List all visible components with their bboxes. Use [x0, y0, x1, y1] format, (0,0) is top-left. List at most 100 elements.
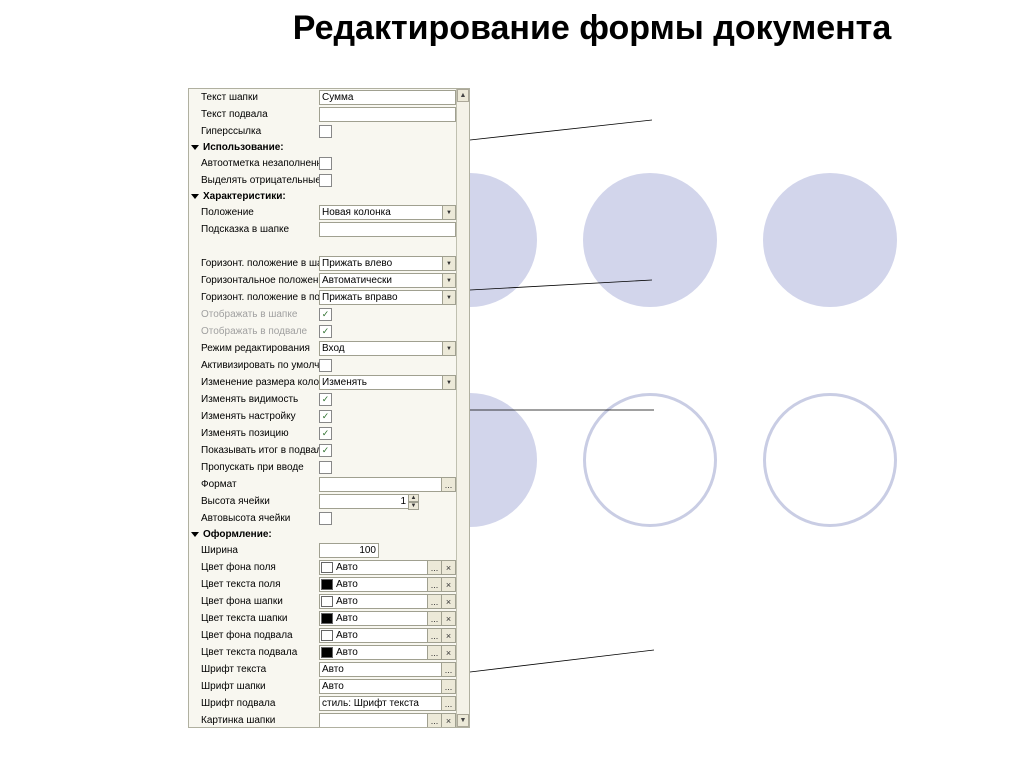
- checkbox[interactable]: [319, 512, 332, 525]
- ellipsis-button[interactable]: ...: [427, 560, 442, 575]
- ellipsis-button[interactable]: ...: [441, 662, 456, 677]
- control-cell: ✓: [319, 443, 456, 458]
- ellipsis-button[interactable]: ...: [427, 611, 442, 626]
- section-header[interactable]: Оформление:: [189, 527, 456, 542]
- color-field[interactable]: Авто: [319, 645, 428, 660]
- dropdown-value: Прижать влево: [320, 258, 442, 269]
- text-input[interactable]: [319, 222, 456, 237]
- text-input[interactable]: Сумма: [319, 90, 456, 105]
- property-row: Изменять позицию✓: [189, 425, 456, 442]
- control-cell: Прижать вправо▼: [319, 290, 456, 305]
- dropdown[interactable]: Прижать влево▼: [319, 256, 456, 271]
- checkbox[interactable]: [319, 125, 332, 138]
- number-input[interactable]: 100: [319, 543, 379, 558]
- chevron-down-icon[interactable]: ▼: [442, 274, 455, 287]
- checkbox[interactable]: ✓: [319, 393, 332, 406]
- checkbox[interactable]: [319, 461, 332, 474]
- property-row: Цвет фона поляАвто...×: [189, 559, 456, 576]
- spin-down-button[interactable]: ▼: [408, 502, 419, 510]
- property-row: Режим редактированияВход▼: [189, 340, 456, 357]
- property-row: Автоотметка незаполненного: [189, 155, 456, 172]
- color-field[interactable]: Авто: [319, 611, 428, 626]
- control-cell: ✓: [319, 392, 456, 407]
- property-row: Отображать в подвале✓: [189, 323, 456, 340]
- checkbox[interactable]: ✓: [319, 410, 332, 423]
- clear-button[interactable]: ×: [441, 577, 456, 592]
- clear-button[interactable]: ×: [441, 594, 456, 609]
- control-cell: ✓: [319, 324, 456, 339]
- ellipsis-button[interactable]: ...: [427, 713, 442, 728]
- scroll-down-button[interactable]: ▼: [457, 714, 469, 727]
- checkbox[interactable]: ✓: [319, 427, 332, 440]
- checkbox[interactable]: [319, 157, 332, 170]
- clear-button[interactable]: ×: [441, 560, 456, 575]
- chevron-down-icon[interactable]: ▼: [442, 206, 455, 219]
- ellipsis-button[interactable]: ...: [441, 696, 456, 711]
- clear-button[interactable]: ×: [441, 713, 456, 728]
- spin-up-button[interactable]: ▲: [408, 494, 419, 502]
- clear-button[interactable]: ×: [441, 611, 456, 626]
- property-row: Цвет фона подвалаАвто...×: [189, 627, 456, 644]
- scroll-track[interactable]: [457, 102, 469, 714]
- property-label: Шрифт подвала: [201, 698, 319, 709]
- color-value: Авто: [336, 562, 427, 573]
- ellipsis-button[interactable]: ...: [441, 679, 456, 694]
- ellipsis-button[interactable]: ...: [427, 628, 442, 643]
- number-input[interactable]: 1: [319, 494, 409, 509]
- dropdown[interactable]: Прижать вправо▼: [319, 290, 456, 305]
- color-field[interactable]: Авто: [319, 594, 428, 609]
- text-input[interactable]: [319, 107, 456, 122]
- decorative-circle: [583, 173, 717, 307]
- ellipsis-button[interactable]: ...: [441, 477, 456, 492]
- dropdown[interactable]: Автоматически▼: [319, 273, 456, 288]
- color-value: Авто: [336, 613, 427, 624]
- checkbox[interactable]: ✓: [319, 325, 332, 338]
- property-label: Положение: [201, 207, 319, 218]
- property-row: Цвет текста поляАвто...×: [189, 576, 456, 593]
- property-label: Горизонтальное положение: [201, 275, 319, 286]
- page-title: Редактирование формы документа: [200, 8, 984, 49]
- clear-button[interactable]: ×: [441, 645, 456, 660]
- section-header[interactable]: Характеристики:: [189, 189, 456, 204]
- property-label: Изменять настройку: [201, 411, 319, 422]
- chevron-down-icon[interactable]: ▼: [442, 376, 455, 389]
- control-cell: Авто...: [319, 662, 456, 677]
- dropdown[interactable]: Вход▼: [319, 341, 456, 356]
- checkbox[interactable]: ✓: [319, 308, 332, 321]
- color-field[interactable]: Авто: [319, 577, 428, 592]
- color-field[interactable]: Авто: [319, 560, 428, 575]
- property-label: Цвет текста шапки: [201, 613, 319, 624]
- text-input[interactable]: [319, 477, 442, 492]
- property-row: Подсказка в шапке: [189, 221, 456, 238]
- ellipsis-button[interactable]: ...: [427, 594, 442, 609]
- checkbox[interactable]: [319, 174, 332, 187]
- property-label: Отображать в шапке: [201, 309, 319, 320]
- text-input[interactable]: Авто: [319, 679, 442, 694]
- checkbox[interactable]: ✓: [319, 444, 332, 457]
- control-cell: Прижать влево▼: [319, 256, 456, 271]
- color-value: Авто: [336, 647, 427, 658]
- chevron-down-icon[interactable]: ▼: [442, 257, 455, 270]
- chevron-down-icon[interactable]: ▼: [442, 342, 455, 355]
- section-title: Использование:: [203, 142, 284, 153]
- property-row: [189, 238, 456, 255]
- text-input[interactable]: стиль: Шрифт текста: [319, 696, 442, 711]
- checkbox[interactable]: [319, 359, 332, 372]
- scroll-up-button[interactable]: ▲: [457, 89, 469, 102]
- property-label: Изменение размера колонки: [201, 377, 319, 388]
- section-header[interactable]: Использование:: [189, 140, 456, 155]
- dropdown[interactable]: Новая колонка▼: [319, 205, 456, 220]
- text-input[interactable]: [319, 713, 428, 728]
- property-label: Пропускать при вводе: [201, 462, 319, 473]
- chevron-down-icon[interactable]: ▼: [442, 291, 455, 304]
- control-cell: Авто...×: [319, 594, 456, 609]
- clear-button[interactable]: ×: [441, 628, 456, 643]
- color-swatch: [321, 647, 333, 658]
- property-label: Текст шапки: [201, 92, 319, 103]
- color-field[interactable]: Авто: [319, 628, 428, 643]
- dropdown[interactable]: Изменять▼: [319, 375, 456, 390]
- ellipsis-button[interactable]: ...: [427, 645, 442, 660]
- text-input[interactable]: Авто: [319, 662, 442, 677]
- ellipsis-button[interactable]: ...: [427, 577, 442, 592]
- scrollbar[interactable]: ▲ ▼: [456, 89, 469, 727]
